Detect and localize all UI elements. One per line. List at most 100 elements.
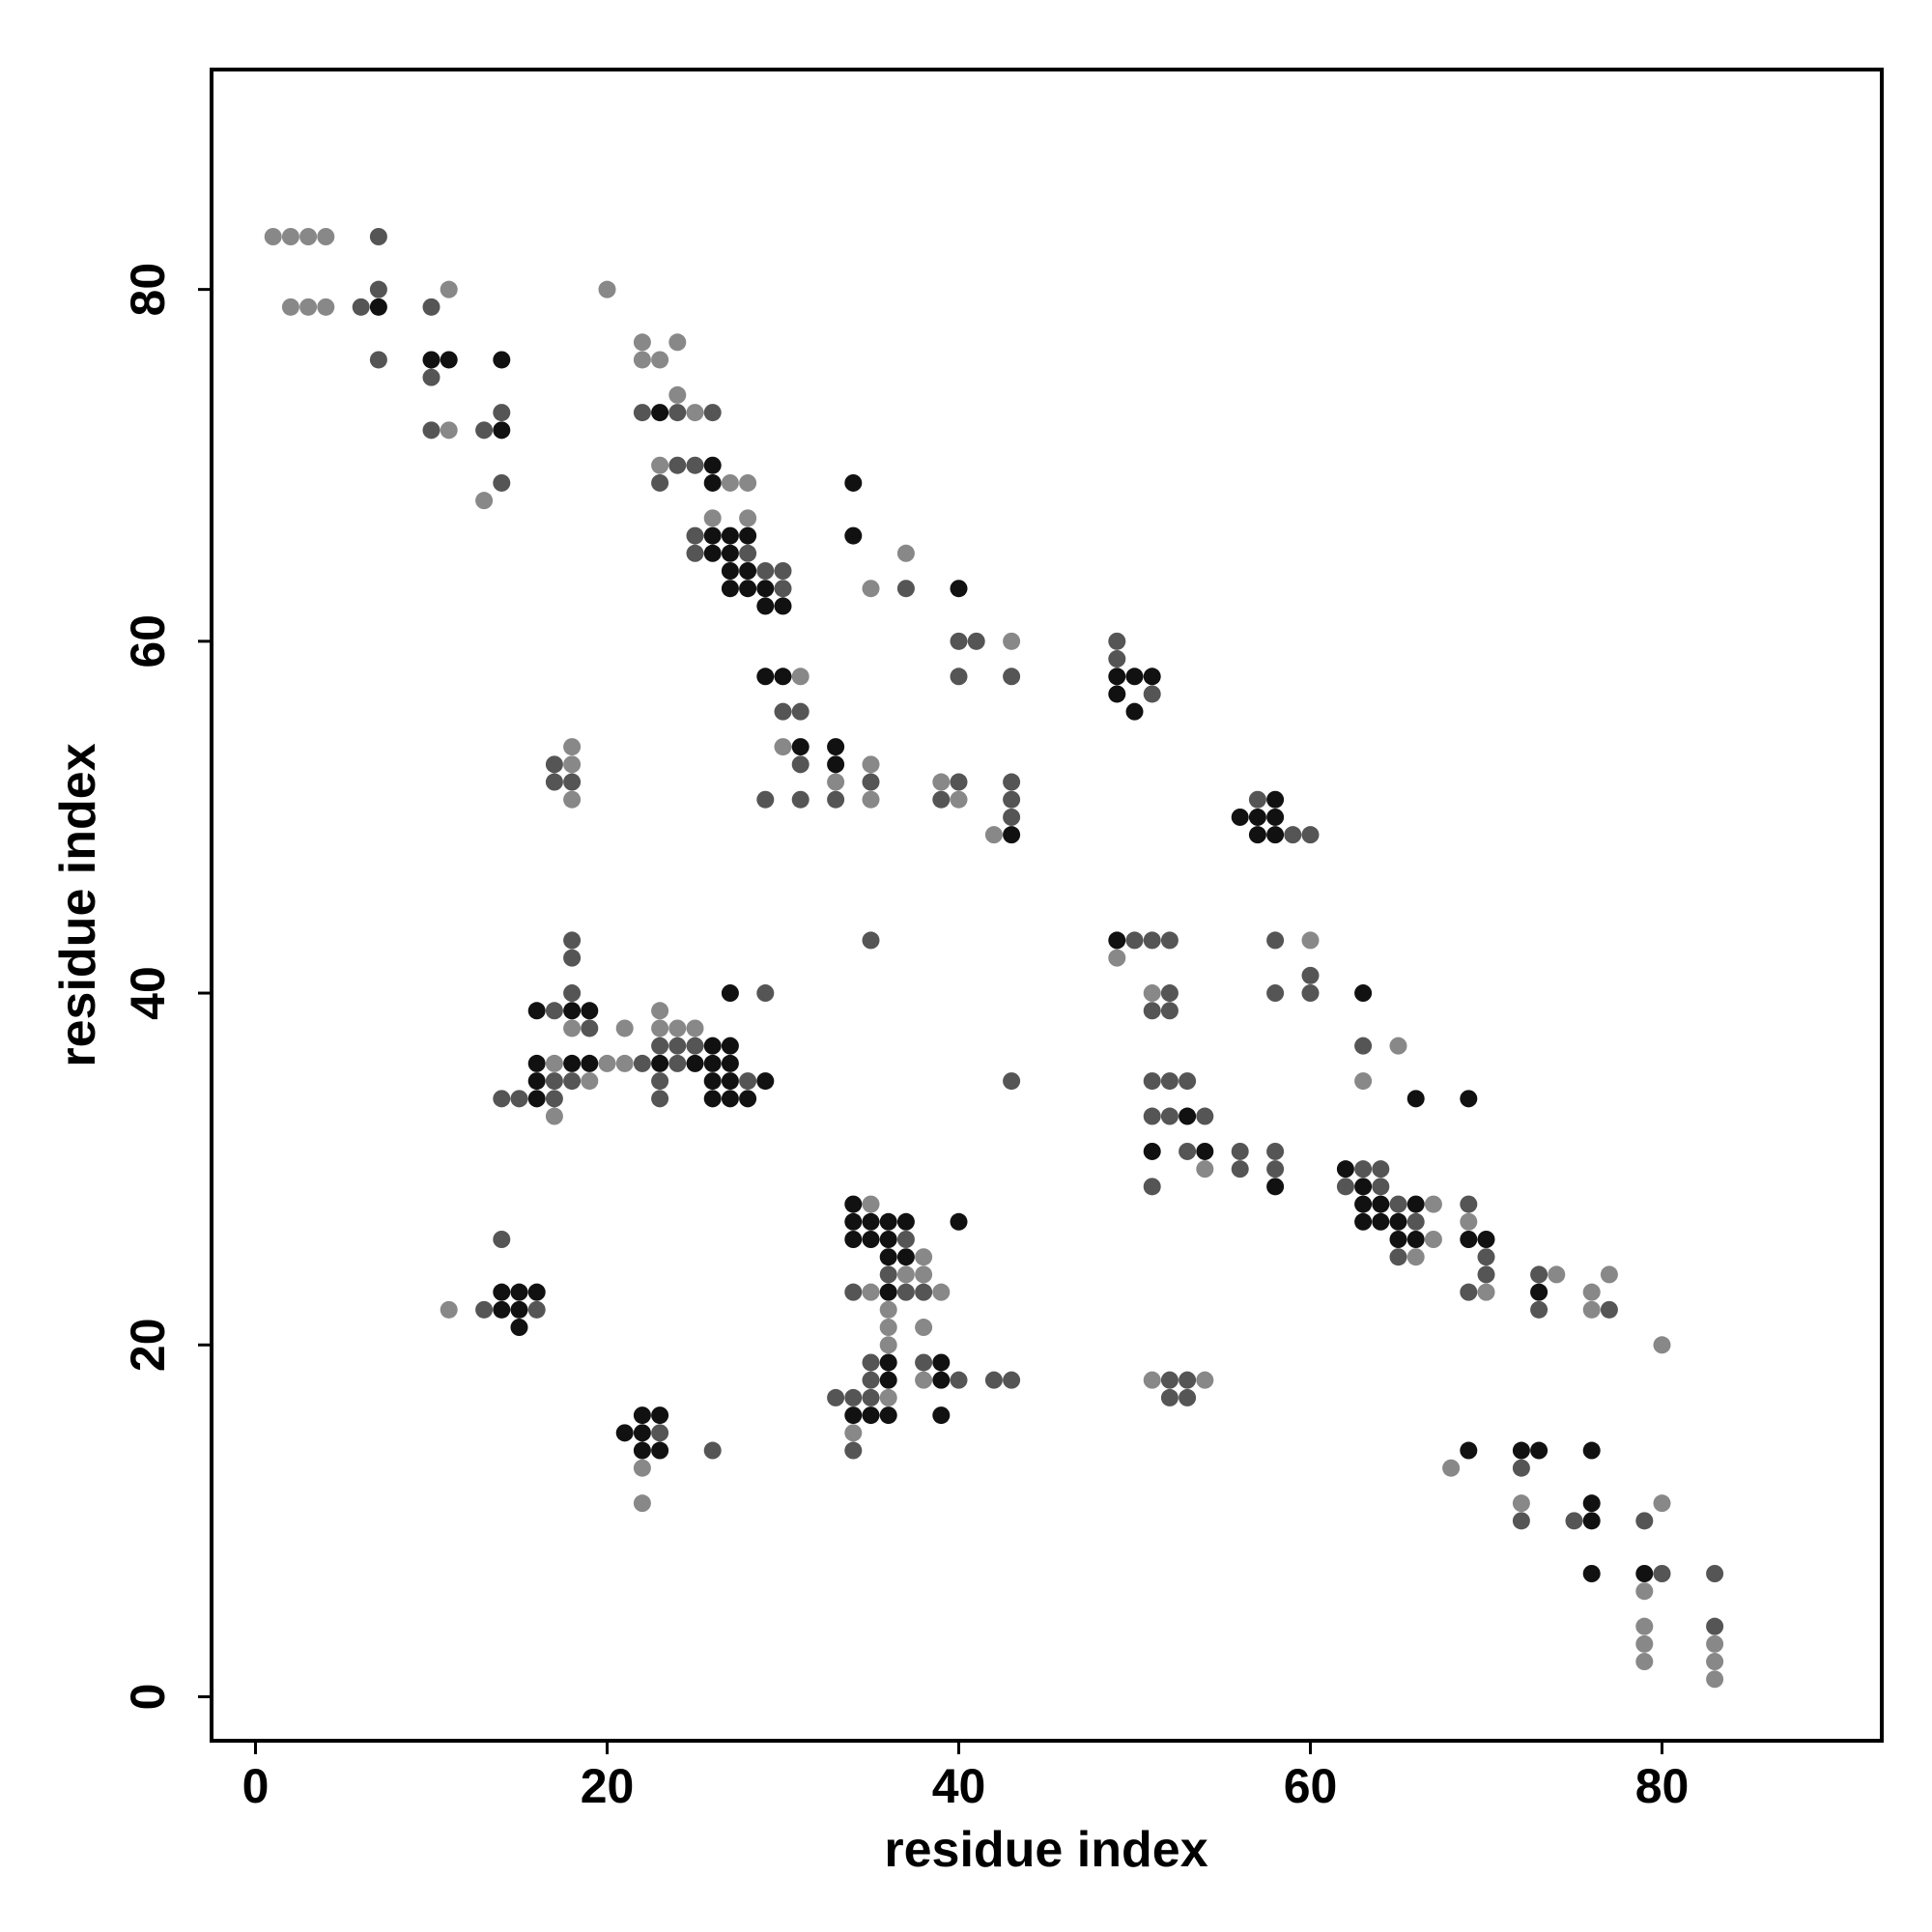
point <box>1600 1265 1618 1284</box>
point <box>1125 668 1144 686</box>
point <box>932 1371 951 1389</box>
point <box>1196 1160 1214 1179</box>
point <box>1160 1072 1179 1091</box>
point <box>1582 1512 1601 1530</box>
point <box>862 790 880 809</box>
point <box>791 755 810 774</box>
point <box>493 421 511 440</box>
point <box>545 1107 563 1125</box>
point <box>1108 668 1126 686</box>
point <box>844 1231 863 1248</box>
point <box>896 580 915 598</box>
point <box>1460 1441 1478 1460</box>
point <box>1600 1300 1618 1319</box>
point <box>545 773 563 791</box>
point <box>545 1002 563 1020</box>
point <box>1336 1178 1354 1196</box>
point <box>633 1054 651 1072</box>
point <box>510 1090 528 1108</box>
point <box>862 1388 880 1406</box>
point <box>493 1090 511 1108</box>
point <box>440 280 458 298</box>
point <box>651 351 669 369</box>
point <box>844 1441 863 1460</box>
point <box>299 298 318 316</box>
point <box>915 1248 933 1266</box>
point <box>1354 1160 1373 1179</box>
point <box>352 298 370 316</box>
point <box>967 632 985 650</box>
point <box>493 1300 511 1319</box>
point <box>1143 1371 1161 1389</box>
point <box>739 580 757 598</box>
point <box>475 1300 494 1319</box>
point <box>493 473 511 492</box>
point <box>615 1019 634 1037</box>
point <box>1477 1248 1495 1266</box>
point <box>633 1459 651 1477</box>
point <box>1231 1142 1249 1160</box>
point <box>844 473 863 492</box>
point <box>791 702 810 721</box>
point <box>879 1265 897 1284</box>
point <box>1635 1634 1654 1653</box>
point <box>703 473 722 492</box>
point <box>1179 1371 1197 1389</box>
point <box>774 562 792 580</box>
point <box>1248 808 1266 826</box>
point <box>264 228 282 245</box>
point <box>563 1054 582 1072</box>
point <box>281 228 299 245</box>
point <box>739 473 757 492</box>
point <box>686 1037 704 1055</box>
point <box>879 1336 897 1354</box>
point <box>844 1406 863 1425</box>
point <box>686 526 704 545</box>
point <box>791 790 810 809</box>
point <box>950 1212 968 1231</box>
point <box>527 1054 546 1072</box>
point <box>862 1371 880 1389</box>
point <box>844 1283 863 1301</box>
point <box>932 1283 951 1301</box>
point <box>1512 1441 1530 1460</box>
point <box>862 1353 880 1372</box>
point <box>475 492 494 510</box>
point <box>1530 1441 1548 1460</box>
point <box>827 773 845 791</box>
point <box>1635 1653 1654 1671</box>
point <box>1565 1512 1583 1530</box>
point <box>422 421 440 440</box>
point <box>774 580 792 598</box>
point <box>563 755 582 774</box>
point <box>1635 1617 1654 1635</box>
point <box>615 1424 634 1442</box>
point <box>1248 826 1266 844</box>
point <box>545 1072 563 1091</box>
y-tick-label: 80 <box>121 263 175 317</box>
point <box>703 1441 722 1460</box>
point <box>633 351 651 369</box>
point <box>1406 1195 1425 1213</box>
point <box>791 668 810 686</box>
point <box>1301 966 1320 984</box>
point <box>317 298 335 316</box>
point <box>984 1371 1003 1389</box>
point <box>1003 808 1021 826</box>
point <box>739 509 757 527</box>
y-tick-label: 20 <box>121 1318 175 1372</box>
point <box>1143 685 1161 703</box>
point <box>1582 1565 1601 1582</box>
y-tick-label: 40 <box>121 966 175 1020</box>
point <box>1160 984 1179 1003</box>
point <box>493 1231 511 1248</box>
point <box>651 456 669 474</box>
point <box>651 1054 669 1072</box>
point <box>1354 1178 1373 1196</box>
point <box>756 984 775 1003</box>
point <box>1389 1037 1407 1055</box>
point <box>1160 1388 1179 1406</box>
point <box>1266 826 1285 844</box>
point <box>721 1072 739 1091</box>
point <box>915 1265 933 1284</box>
